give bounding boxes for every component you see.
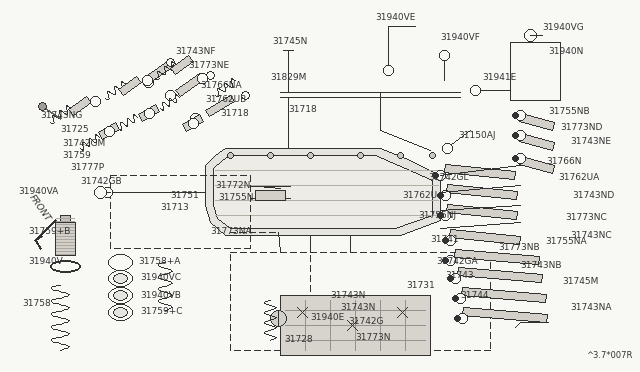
- Text: 31758+A: 31758+A: [138, 257, 180, 266]
- Text: 31742GA: 31742GA: [436, 257, 477, 266]
- Text: 31758: 31758: [22, 298, 51, 308]
- Text: 31728: 31728: [284, 336, 312, 344]
- Text: 31773N: 31773N: [355, 334, 390, 343]
- Text: 31940VB: 31940VB: [140, 291, 181, 299]
- Text: 31743ND: 31743ND: [572, 192, 614, 201]
- Text: 31725: 31725: [60, 125, 88, 135]
- Text: 31773NB: 31773NB: [498, 244, 540, 253]
- Text: 31743NB: 31743NB: [520, 260, 561, 269]
- Text: 31743NE: 31743NE: [570, 138, 611, 147]
- Text: 31751: 31751: [170, 192, 199, 201]
- Text: 31718: 31718: [288, 106, 317, 115]
- Text: 31766NA: 31766NA: [200, 81, 242, 90]
- Text: 31743: 31743: [445, 270, 474, 279]
- Text: 31742GM: 31742GM: [62, 138, 105, 148]
- Text: 31742GL: 31742GL: [428, 173, 468, 183]
- Text: 31743NA: 31743NA: [570, 304, 611, 312]
- Text: 31718: 31718: [220, 109, 249, 118]
- Text: 31742G: 31742G: [348, 317, 383, 327]
- Text: 31745N: 31745N: [272, 38, 307, 46]
- Text: 31940VF: 31940VF: [440, 33, 480, 42]
- Text: 31773NE: 31773NE: [188, 61, 229, 71]
- Text: 31755N: 31755N: [218, 193, 253, 202]
- Text: 31762UB: 31762UB: [205, 96, 246, 105]
- Text: 31772N: 31772N: [215, 182, 250, 190]
- Text: 31759: 31759: [62, 151, 91, 160]
- Text: 31762U: 31762U: [402, 192, 437, 201]
- Text: 31713: 31713: [160, 203, 189, 212]
- Text: 31744: 31744: [460, 291, 488, 299]
- Text: 31940VG: 31940VG: [542, 23, 584, 32]
- Text: 31759+B: 31759+B: [28, 228, 70, 237]
- Text: 31755NA: 31755NA: [545, 237, 587, 247]
- Text: 31743N: 31743N: [330, 291, 365, 299]
- Text: 31940N: 31940N: [548, 48, 584, 57]
- Text: 31755NJ: 31755NJ: [418, 212, 456, 221]
- Text: 31745M: 31745M: [562, 278, 598, 286]
- Text: 31940E: 31940E: [310, 314, 344, 323]
- Text: 31743NF: 31743NF: [175, 48, 216, 57]
- Text: 31941E: 31941E: [482, 74, 516, 83]
- Text: 31777P: 31777P: [70, 164, 104, 173]
- Text: 31773ND: 31773ND: [560, 124, 602, 132]
- Text: 31773NA: 31773NA: [210, 228, 252, 237]
- Text: 31829M: 31829M: [270, 74, 307, 83]
- Text: 31773NC: 31773NC: [565, 214, 607, 222]
- Text: 31766N: 31766N: [546, 157, 582, 167]
- Text: 31940V: 31940V: [28, 257, 63, 266]
- Text: FRONT: FRONT: [28, 193, 52, 223]
- Text: 31743N: 31743N: [340, 304, 376, 312]
- Text: 31743NG: 31743NG: [40, 112, 83, 121]
- Text: 31755NB: 31755NB: [548, 108, 589, 116]
- Text: 31742GB: 31742GB: [80, 177, 122, 186]
- Text: 31741: 31741: [430, 235, 459, 244]
- Text: ^3.7*007R: ^3.7*007R: [586, 351, 632, 360]
- Text: 31762UA: 31762UA: [558, 173, 599, 183]
- Text: 31743NC: 31743NC: [570, 231, 612, 240]
- Text: 31731: 31731: [406, 280, 435, 289]
- Text: 31940VC: 31940VC: [140, 273, 181, 282]
- Text: 31150AJ: 31150AJ: [458, 131, 495, 141]
- Text: 31940VE: 31940VE: [375, 13, 415, 22]
- Text: 31940VA: 31940VA: [18, 187, 58, 196]
- Text: 31759+C: 31759+C: [140, 308, 182, 317]
